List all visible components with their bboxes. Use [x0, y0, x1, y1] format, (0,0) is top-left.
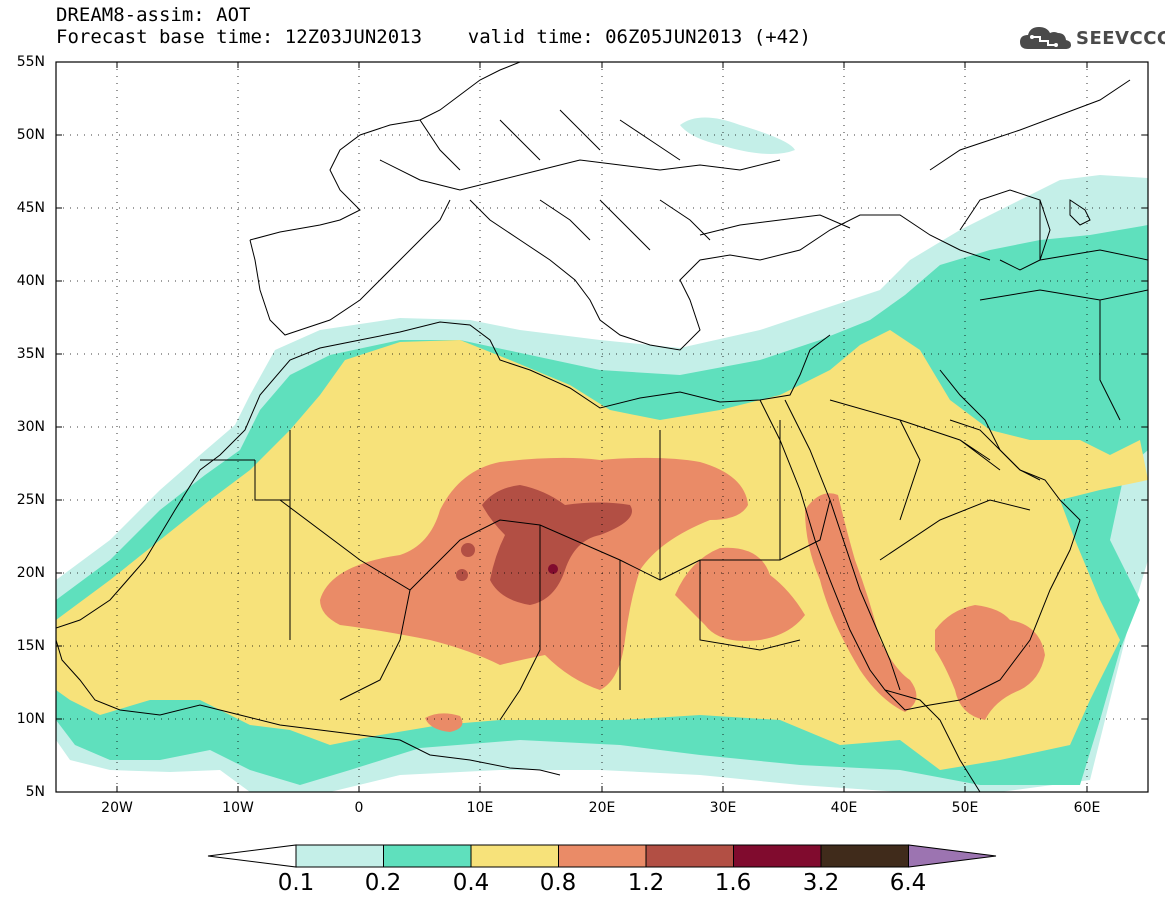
coastline — [959, 189, 1051, 271]
lon-tick-label: 10W — [222, 800, 254, 816]
colorbar-segment — [733, 844, 822, 868]
lon-tick-label: 50E — [951, 800, 979, 816]
coastline — [1069, 199, 1091, 226]
aot-band-0.8 — [425, 713, 463, 732]
colorbar-segment — [558, 844, 647, 868]
lon-tick-label: 30E — [709, 800, 737, 816]
title-line-2: Forecast base time: 12Z03JUN2013 valid t… — [56, 26, 811, 48]
aot-band-1.2 — [461, 543, 475, 557]
aot-band-0.8 — [675, 547, 805, 641]
lat-tick-label: 40N — [16, 273, 45, 289]
aot-band-0.1 — [680, 117, 795, 154]
aot-band-0.8 — [935, 605, 1045, 720]
lat-tick-label: 55N — [16, 54, 45, 70]
title-line-1: DREAM8-assim: AOT — [56, 4, 251, 26]
colorbar-label: 6.4 — [889, 870, 927, 896]
colorbar-segment — [820, 844, 909, 868]
colorbar-label: 1.6 — [714, 870, 752, 896]
coastline — [249, 199, 451, 336]
coastline — [699, 214, 851, 236]
colorbar-over-triangle — [908, 844, 997, 868]
lon-tick-label: 10E — [466, 800, 494, 816]
colorbar-under-triangle — [207, 844, 297, 868]
coastline — [249, 62, 521, 241]
colorbar-label: 0.8 — [539, 870, 577, 896]
aot-band-1.2 — [482, 485, 632, 605]
border — [200, 420, 831, 721]
lon-tick-label: 0 — [354, 800, 364, 816]
colorbar-label: 0.2 — [364, 870, 402, 896]
coastline — [56, 639, 561, 776]
colorbar-segment — [383, 844, 472, 868]
gridline — [116, 62, 1088, 792]
colorbar-label: 0.1 — [277, 870, 315, 896]
colorbar-label: 1.2 — [627, 870, 665, 896]
lat-tick-label: 10N — [16, 711, 45, 727]
lat-tick-label: 25N — [16, 492, 45, 508]
lon-tick-label: 20W — [101, 800, 133, 816]
coastline — [884, 689, 981, 792]
lat-tick-label: 20N — [16, 565, 45, 581]
lon-tick-label: 20E — [588, 800, 616, 816]
aot-band-1.6 — [548, 564, 558, 574]
cloud-icon — [1020, 27, 1071, 49]
lat-tick-label: 5N — [25, 784, 45, 800]
lat-tick-label: 35N — [16, 346, 45, 362]
coastline — [784, 399, 901, 691]
lon-tick-label: 60E — [1073, 800, 1101, 816]
axis-ticks — [56, 61, 1148, 793]
seevccc-logo: SEEVCCC — [1018, 22, 1165, 54]
coastline — [949, 419, 1041, 481]
coastline — [56, 321, 831, 629]
lat-tick-label: 15N — [16, 638, 45, 654]
coastline — [929, 79, 1131, 171]
coastline — [469, 199, 991, 351]
lat-tick-label: 45N — [16, 200, 45, 216]
colorbar-label: 0.4 — [452, 870, 490, 896]
colorbar-segment — [645, 844, 734, 868]
lat-tick-label: 50N — [16, 127, 45, 143]
aot-map — [55, 61, 1149, 793]
logo-text: SEEVCCC — [1076, 27, 1165, 49]
colorbar-label: 3.2 — [802, 870, 840, 896]
lat-tick-label: 30N — [16, 419, 45, 435]
colorbar-segment — [470, 844, 559, 868]
border — [379, 109, 781, 251]
colorbar-segment — [295, 844, 384, 868]
aot-band-1.2 — [456, 569, 468, 581]
lon-tick-label: 40E — [830, 800, 858, 816]
